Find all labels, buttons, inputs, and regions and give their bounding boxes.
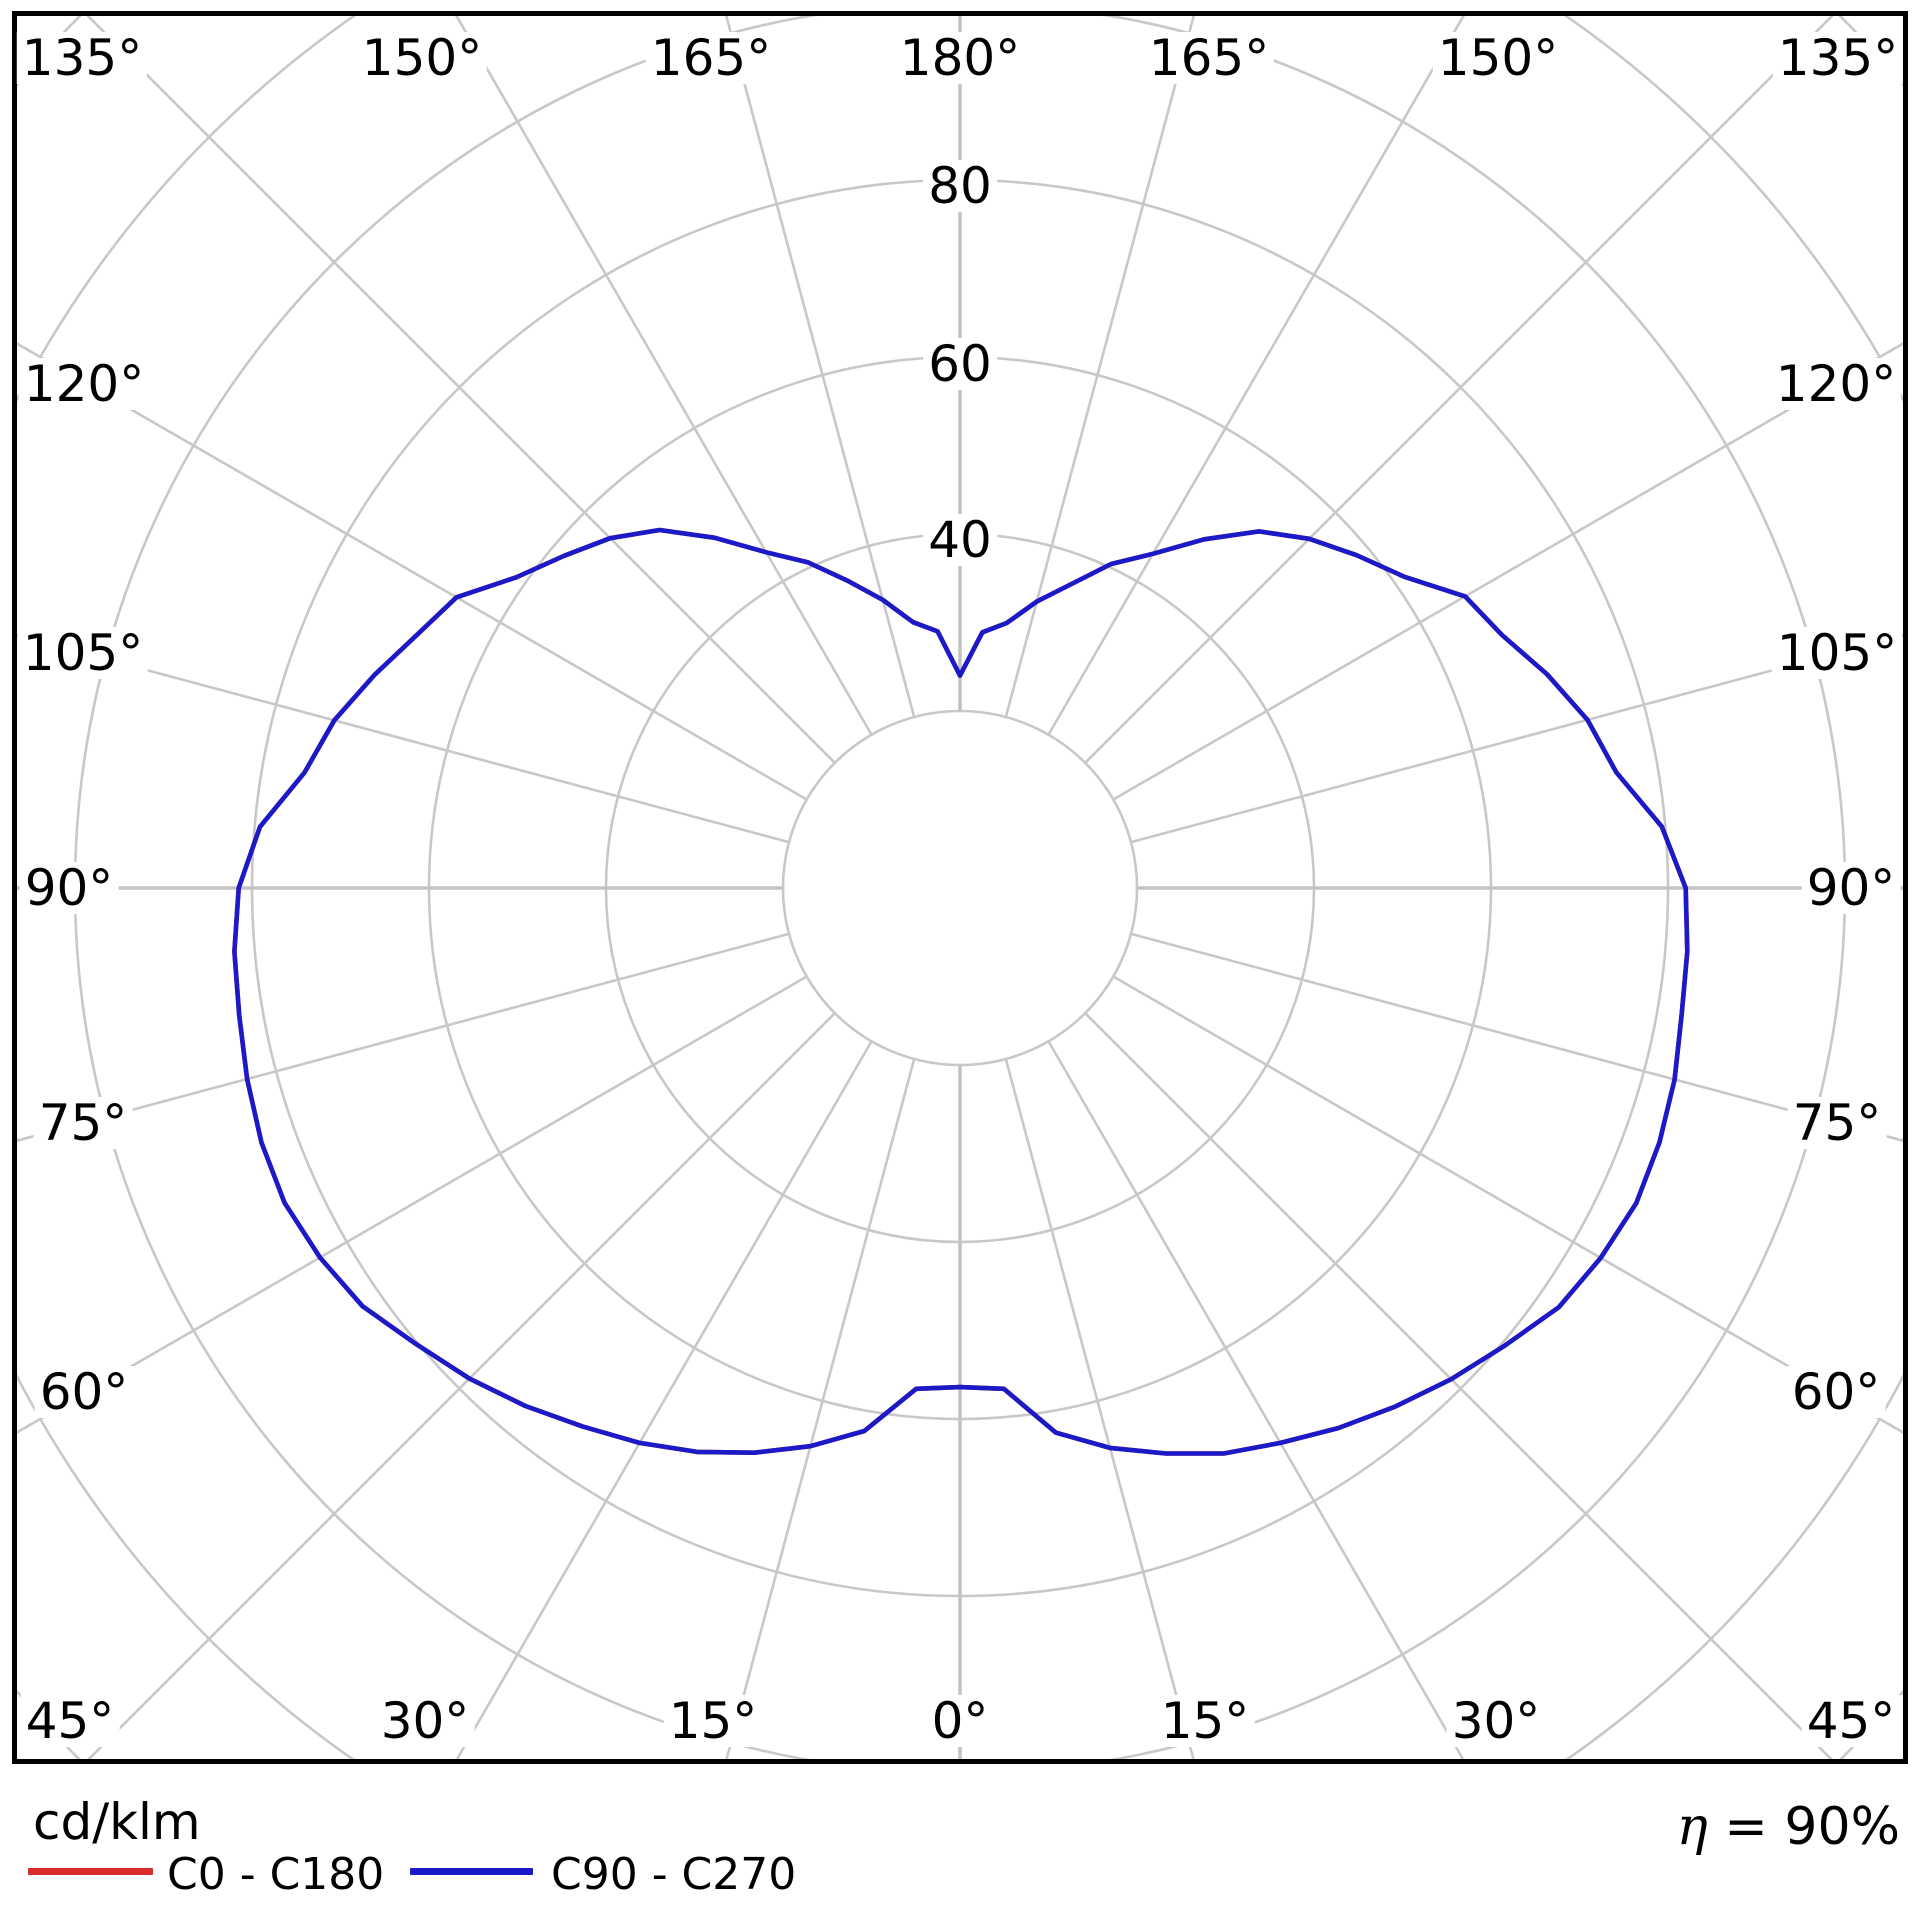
angle-label-left: 90° <box>19 862 119 914</box>
legend-label-c0-c180: C0 - C180 <box>167 1849 385 1900</box>
angle-label-bottom: 0° <box>926 1695 994 1747</box>
angle-label-left: 120° <box>18 358 150 410</box>
angle-label-right: 120° <box>1770 358 1902 410</box>
radial-tick-label: 40 <box>923 514 997 566</box>
plot-border <box>12 11 1908 1764</box>
angle-label-top: 165° <box>645 32 777 84</box>
angle-label-top: 150° <box>1432 32 1564 84</box>
angle-label-top: 135° <box>16 32 148 84</box>
radial-tick-label: 60 <box>923 338 997 390</box>
angle-label-right: 75° <box>1787 1097 1887 1149</box>
radial-units-label: cd/klm <box>33 1793 201 1851</box>
angle-label-bottom: 45° <box>1801 1695 1901 1747</box>
angle-label-top: 180° <box>894 32 1026 84</box>
legend-line-c90-c270 <box>410 1868 533 1875</box>
efficiency-value: η = 90% <box>1676 1797 1900 1857</box>
radial-tick-label: 80 <box>923 160 997 212</box>
intensity-curves <box>232 527 1690 1456</box>
angle-label-right: 105° <box>1771 627 1903 679</box>
curve-C90-C270 <box>232 527 1690 1456</box>
angle-label-left: 75° <box>33 1097 133 1149</box>
angle-label-top: 165° <box>1143 32 1275 84</box>
angle-label-right: 90° <box>1801 862 1901 914</box>
angle-label-left: 105° <box>17 627 149 679</box>
angle-label-left: 60° <box>34 1366 134 1418</box>
legend-label-c90-c270: C90 - C270 <box>551 1849 797 1900</box>
angle-label-bottom: 30° <box>375 1695 475 1747</box>
angle-label-bottom: 45° <box>20 1695 120 1747</box>
angle-label-top: 135° <box>1772 32 1904 84</box>
angle-label-bottom: 30° <box>1446 1695 1546 1747</box>
angle-label-top: 150° <box>356 32 488 84</box>
angle-label-bottom: 15° <box>1155 1695 1255 1747</box>
legend-line-c0-c180 <box>28 1868 153 1875</box>
angle-label-right: 60° <box>1786 1366 1886 1418</box>
angle-label-bottom: 15° <box>663 1695 763 1747</box>
